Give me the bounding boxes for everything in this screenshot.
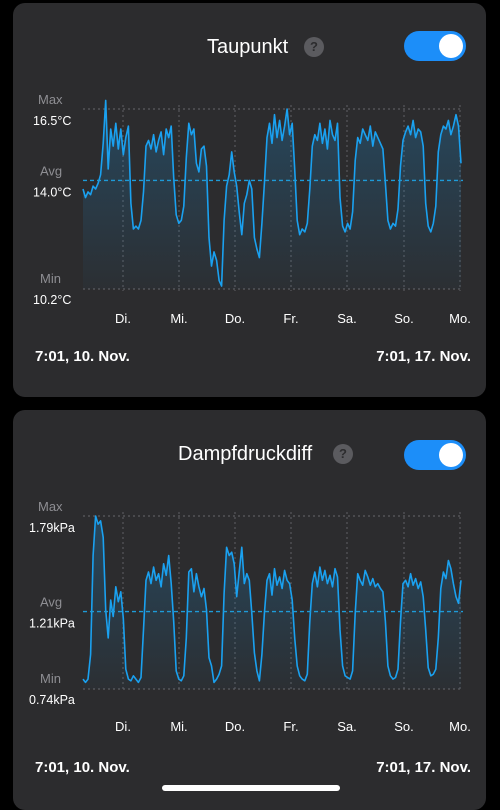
dew-point-chart: Max 16.5°C Avg 14.0°C Min 10.2°C Di. Mi. D… bbox=[33, 92, 471, 326]
y-max-label: Max bbox=[38, 499, 63, 514]
x-tick-label: Do. bbox=[225, 719, 245, 734]
end-date-label: 7:01, 17. Nov. bbox=[376, 348, 471, 365]
start-date-label: 7:01, 10. Nov. bbox=[35, 348, 130, 365]
help-icon[interactable]: ? bbox=[333, 444, 353, 464]
vapor-pressure-card: Dampfdruckdiff ? Max 1.79kPa Avg 1.21kPa… bbox=[13, 410, 486, 810]
x-tick-label: Do. bbox=[225, 311, 245, 326]
series-line bbox=[82, 515, 462, 684]
y-min-value: 10.2°C bbox=[33, 293, 71, 307]
y-min-value: 0.74kPa bbox=[29, 693, 75, 707]
x-tick-label: Sa. bbox=[337, 311, 357, 326]
x-tick-label: Mo. bbox=[449, 719, 471, 734]
y-min-label: Min bbox=[40, 671, 61, 686]
series-area bbox=[83, 516, 461, 689]
x-tick-label: Sa. bbox=[337, 719, 357, 734]
start-date-label: 7:01, 10. Nov. bbox=[35, 759, 130, 776]
x-tick-label: So. bbox=[394, 719, 414, 734]
x-tick-label: Di. bbox=[115, 311, 131, 326]
toggle-knob bbox=[439, 443, 463, 467]
y-avg-value: 14.0°C bbox=[33, 185, 71, 199]
dew-point-card: Taupunkt ? Max 16.5°C Avg 14.0°C Min 10.… bbox=[13, 3, 486, 397]
vapor-pressure-chart: Max 1.79kPa Avg 1.21kPa Min 0.74kPa Di. M… bbox=[29, 499, 471, 734]
end-date-label: 7:01, 17. Nov. bbox=[376, 759, 471, 776]
toggle-knob bbox=[439, 34, 463, 58]
x-tick-label: So. bbox=[394, 311, 414, 326]
card-title: Dampfdruckdiff bbox=[178, 443, 313, 465]
x-tick-label: Mo. bbox=[449, 311, 471, 326]
y-avg-label: Avg bbox=[40, 163, 62, 178]
dew-point-toggle[interactable] bbox=[404, 31, 466, 61]
x-tick-label: Mi. bbox=[170, 311, 187, 326]
series-area bbox=[83, 100, 461, 290]
series-line bbox=[82, 99, 462, 287]
y-max-value: 1.79kPa bbox=[29, 521, 75, 535]
home-indicator bbox=[162, 785, 340, 791]
help-icon[interactable]: ? bbox=[304, 37, 324, 57]
x-tick-label: Di. bbox=[115, 719, 131, 734]
x-tick-label: Mi. bbox=[170, 719, 187, 734]
y-max-value: 16.5°C bbox=[33, 114, 71, 128]
y-min-label: Min bbox=[40, 271, 61, 286]
y-avg-value: 1.21kPa bbox=[29, 617, 75, 631]
card-title: Taupunkt bbox=[207, 36, 289, 58]
x-tick-label: Fr. bbox=[283, 719, 298, 734]
y-max-label: Max bbox=[38, 92, 63, 107]
y-avg-label: Avg bbox=[40, 595, 62, 610]
vapor-pressure-toggle[interactable] bbox=[404, 440, 466, 470]
x-tick-label: Fr. bbox=[283, 311, 298, 326]
